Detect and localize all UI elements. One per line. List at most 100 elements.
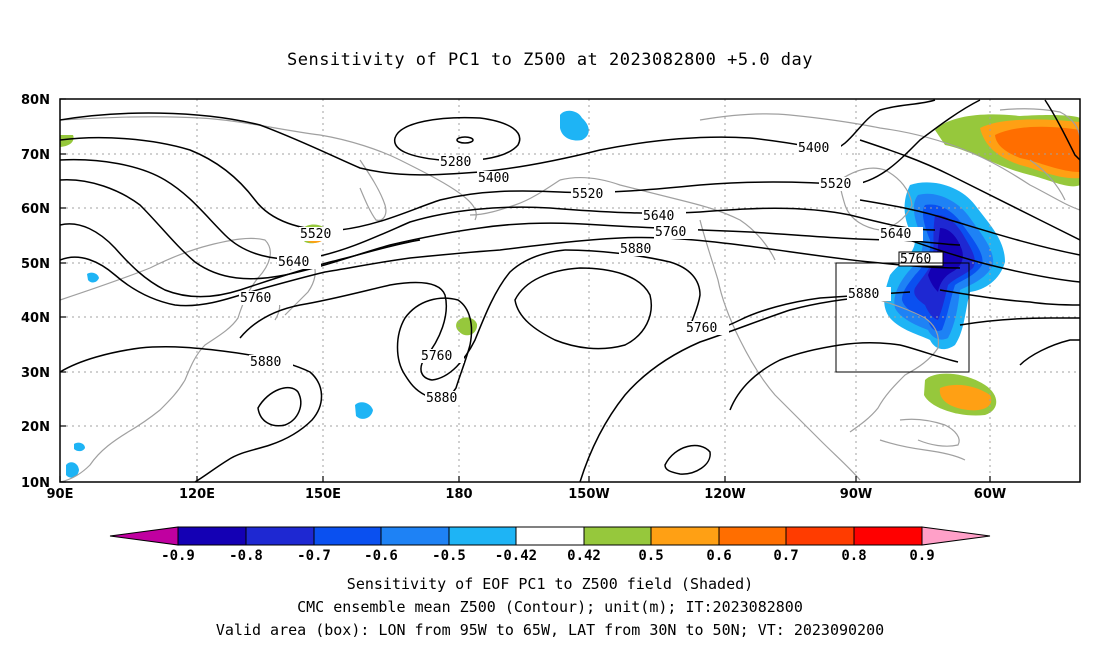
contour-5880-g xyxy=(729,342,959,411)
contour-east-6 xyxy=(1044,99,1080,161)
lon-label: 150W xyxy=(568,487,609,502)
contour-5400-a xyxy=(60,112,831,176)
contour-label: 5640 xyxy=(277,255,321,270)
lat-label: 70N xyxy=(21,148,50,163)
positive-shading-greenland-core xyxy=(995,126,1080,172)
colorbar-label: -0.6 xyxy=(364,548,398,564)
lat-label: 50N xyxy=(21,257,50,272)
negative-shading-asia xyxy=(87,272,99,283)
colorbar-swatch xyxy=(380,526,450,546)
colorbar-label: -0.8 xyxy=(229,548,263,564)
contour-label-text: 5520 xyxy=(300,227,331,242)
positive-shading-west xyxy=(60,135,74,147)
colorbar-swatch xyxy=(177,526,247,546)
contour-label-text: 5880 xyxy=(620,242,651,257)
contour-5880-a xyxy=(60,346,323,482)
contour-5880-f xyxy=(664,444,711,475)
colorbar-label: -0.42 xyxy=(495,548,537,564)
contour-label-text: 5760 xyxy=(421,349,452,364)
contour-label-text: 5760 xyxy=(900,252,931,267)
colorbar-label: -0.5 xyxy=(432,548,466,564)
lat-label: 80N xyxy=(21,93,50,108)
coastline-siberia xyxy=(60,116,477,221)
contour-label-text: 5880 xyxy=(848,287,879,302)
colorbar-swatch xyxy=(853,526,923,546)
negative-shading-alaska xyxy=(560,110,589,141)
contour-label: 5520 xyxy=(571,187,615,202)
colorbar-labels: -0.9 -0.8 -0.7 -0.6 -0.5 -0.42 0.42 0.5 … xyxy=(161,548,935,564)
coastline-hudson-bay xyxy=(839,167,913,231)
colorbar-low-arrow xyxy=(109,526,179,546)
colorbar-swatch xyxy=(515,526,585,546)
colorbar-swatch xyxy=(718,526,787,546)
contour-label: 5880 xyxy=(425,391,469,406)
colorbar-label: 0.42 xyxy=(567,548,601,564)
colorbar-label: -0.7 xyxy=(297,548,331,564)
contour-5520-b xyxy=(849,99,981,186)
lat-lon-grid xyxy=(60,99,1080,482)
contour-label-text: 5640 xyxy=(278,255,309,270)
coastline-greenland xyxy=(999,108,1080,201)
contour-label-text: 5760 xyxy=(686,321,717,336)
map-frame xyxy=(59,98,1081,483)
colorbar-high-arrow xyxy=(921,526,991,546)
contour-label: 5520 xyxy=(299,227,343,242)
sensitivity-shading xyxy=(60,110,1080,478)
colorbar-swatch xyxy=(785,526,855,546)
contour-label: 5880 xyxy=(249,355,293,370)
lat-label: 30N xyxy=(21,366,50,381)
longitude-labels: 90E 120E 150E 180 150W 120W 90W 60W xyxy=(47,487,1007,502)
colorbar-swatch xyxy=(583,526,652,546)
valid-area-box xyxy=(835,262,970,373)
contour-label-text: 5760 xyxy=(655,225,686,240)
colorbar-label: 0.6 xyxy=(706,548,731,564)
coastline-alaska xyxy=(469,176,776,261)
contour-label: 5640 xyxy=(879,227,923,242)
lat-label: 20N xyxy=(21,420,50,435)
contour-5880-c xyxy=(396,297,473,399)
contour-label: 5400 xyxy=(477,171,521,186)
lon-label: 90W xyxy=(840,487,872,502)
contour-label: 5880 xyxy=(619,242,663,257)
contour-label-text: 5520 xyxy=(820,177,851,192)
negative-shading-india xyxy=(66,462,79,478)
contour-label-text: 5880 xyxy=(426,391,457,406)
lat-label: 40N xyxy=(21,311,50,326)
contour-5880-h xyxy=(1019,339,1080,366)
contour-label: 5400 xyxy=(797,141,841,156)
coastline-north-america-east xyxy=(849,299,966,461)
contour-east-4 xyxy=(939,289,1080,306)
axis-ticks xyxy=(59,98,991,483)
contour-5880-e xyxy=(579,295,881,482)
colorbar-swatch xyxy=(448,526,517,546)
contour-label-text: 5640 xyxy=(643,209,674,224)
contour-label: 5760 xyxy=(685,321,729,336)
lon-label: 150E xyxy=(305,487,341,502)
contour-label-text: 5520 xyxy=(572,187,603,202)
coastline-kamchatka xyxy=(359,159,387,221)
contour-east-2 xyxy=(859,199,1080,256)
negative-shading-india-2 xyxy=(74,442,85,452)
contour-label: 5640 xyxy=(642,209,686,224)
colorbar-label: 0.8 xyxy=(841,548,866,564)
lon-label: 60W xyxy=(974,487,1006,502)
lon-label: 120E xyxy=(179,487,215,502)
coastline-caribbean xyxy=(899,418,960,447)
colorbar-swatch xyxy=(650,526,720,546)
positive-shading-pacific xyxy=(456,317,478,336)
contour-label: 5280 xyxy=(439,155,483,170)
contour-5520-a xyxy=(60,136,851,231)
colorbar-label: -0.9 xyxy=(161,548,195,564)
colorbar-swatch xyxy=(245,526,315,546)
lon-label: 120W xyxy=(704,487,745,502)
contour-label-text: 5640 xyxy=(880,227,911,242)
latitude-labels: 80N 70N 60N 50N 40N 30N 20N 10N xyxy=(21,93,50,491)
caption-shading: Sensitivity of EOF PC1 to Z500 field (Sh… xyxy=(346,575,754,593)
positive-shading-atlantic-inner xyxy=(939,384,992,411)
contour-label-text: 5760 xyxy=(240,291,271,306)
contour-label: 5760 xyxy=(654,225,698,240)
coastline-north-america-west xyxy=(699,219,861,481)
page-title: Sensitivity of PC1 to Z500 at 2023082800… xyxy=(286,50,813,70)
colorbar-label: 0.5 xyxy=(638,548,663,564)
